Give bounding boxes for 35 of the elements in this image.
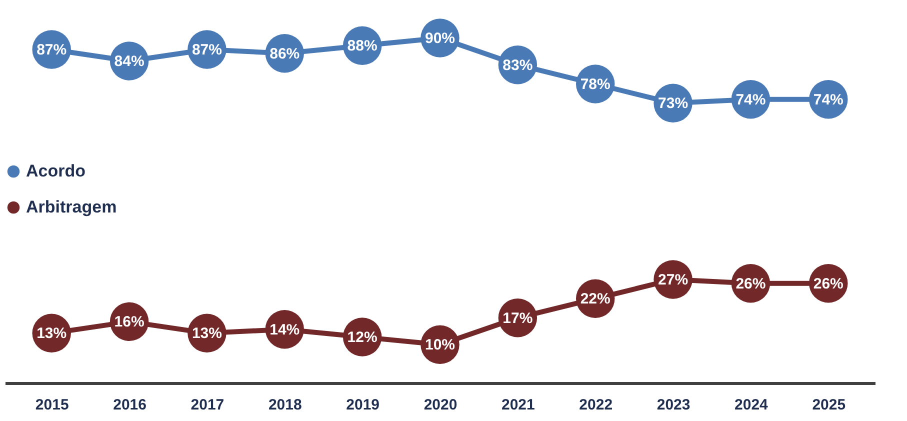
data-label: 13% bbox=[36, 325, 67, 342]
x-tick-label: 2017 bbox=[190, 396, 224, 414]
data-label: 87% bbox=[192, 42, 222, 58]
x-tick-label: 2022 bbox=[579, 396, 613, 414]
x-tick-label: 2023 bbox=[656, 396, 690, 414]
x-tick-label: 2025 bbox=[812, 396, 846, 414]
x-tick-label: 2015 bbox=[35, 396, 69, 414]
data-label: 14% bbox=[270, 321, 300, 338]
x-tick-label: 2018 bbox=[268, 396, 302, 414]
data-label: 17% bbox=[502, 310, 533, 327]
data-label: 27% bbox=[658, 272, 688, 288]
x-tick-label: 2016 bbox=[113, 396, 146, 414]
data-label: 13% bbox=[192, 325, 222, 342]
data-label: 26% bbox=[736, 275, 766, 292]
legend-label: Arbitragem bbox=[26, 198, 117, 216]
data-label: 74% bbox=[813, 91, 844, 108]
x-tick-label: 2024 bbox=[734, 396, 769, 414]
x-tick-label: 2019 bbox=[346, 396, 380, 414]
data-label: 87% bbox=[36, 42, 67, 58]
data-label: 78% bbox=[580, 76, 610, 93]
data-label: 73% bbox=[658, 95, 688, 112]
legend-label: Acordo bbox=[26, 162, 86, 180]
data-label: 12% bbox=[347, 329, 378, 346]
data-label: 16% bbox=[114, 314, 144, 331]
data-label: 22% bbox=[580, 290, 610, 308]
data-label: 10% bbox=[424, 336, 456, 354]
x-tick-label: 2021 bbox=[501, 396, 535, 414]
data-label: 88% bbox=[347, 38, 378, 55]
data-label: 26% bbox=[813, 275, 844, 292]
x-tick-label: 2020 bbox=[424, 396, 458, 414]
data-label: 74% bbox=[736, 91, 766, 108]
data-label: 84% bbox=[114, 53, 144, 70]
data-label: 90% bbox=[424, 30, 456, 47]
data-label: 86% bbox=[270, 45, 300, 62]
data-label: 83% bbox=[502, 56, 533, 74]
